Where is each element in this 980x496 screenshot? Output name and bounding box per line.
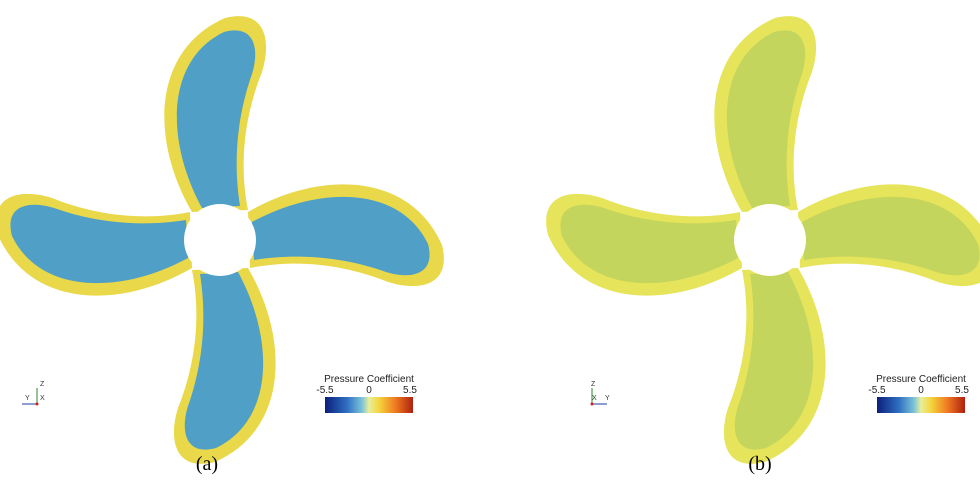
axis-label: Z	[40, 381, 45, 388]
legend-tick: 5.5	[955, 385, 969, 396]
colorbar	[877, 397, 965, 413]
legend-title: Pressure Coefficient	[324, 374, 414, 385]
legend-b: Pressure Coefficient -5.5 0 5.5	[868, 374, 969, 413]
legend-tick: 0	[366, 385, 372, 396]
axis-label: Z	[591, 381, 596, 388]
axis-label: Y	[605, 395, 610, 402]
legend-tick: -5.5	[868, 385, 886, 396]
legend-title: Pressure Coefficient	[876, 374, 966, 385]
caption: (b)	[748, 453, 771, 475]
axis-triad-a: Z Y X	[22, 381, 45, 406]
legend-tick: 0	[918, 385, 924, 396]
propeller-b	[546, 16, 980, 464]
legend-tick: -5.5	[316, 385, 334, 396]
axis-label: Y	[25, 395, 30, 402]
figure: Pressure Coefficient -5.5 0 5.5 Pressure…	[0, 0, 980, 496]
axis-label: X	[40, 395, 45, 402]
axis-label: X	[592, 395, 597, 402]
legend-a: Pressure Coefficient -5.5 0 5.5	[316, 374, 417, 413]
colorbar	[325, 397, 413, 413]
propeller-a	[0, 16, 444, 464]
axis-triad-b: Z X Y	[591, 381, 611, 406]
caption: (a)	[196, 453, 218, 475]
legend-tick: 5.5	[403, 385, 417, 396]
